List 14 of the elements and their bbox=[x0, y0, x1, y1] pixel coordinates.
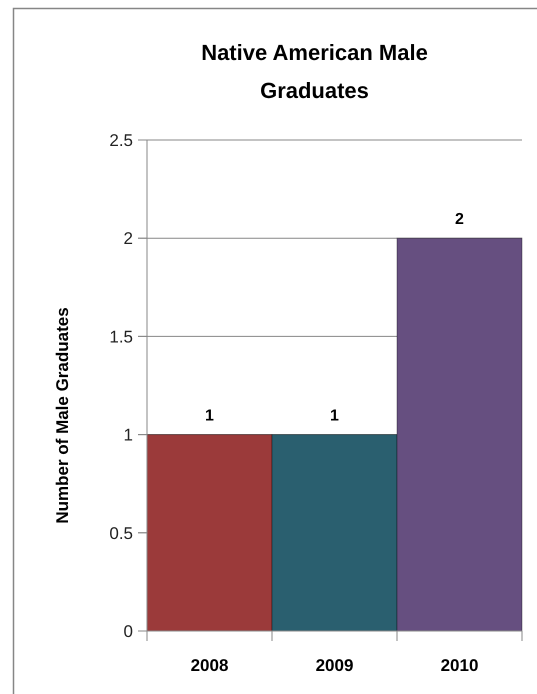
y-tick-label: 1.5 bbox=[109, 327, 133, 346]
y-tick-label: 0 bbox=[124, 622, 133, 641]
data-label: 1 bbox=[205, 408, 214, 425]
chart-title: Native American Male Graduates bbox=[201, 40, 428, 103]
data-label: 2 bbox=[455, 211, 464, 228]
data-label: 1 bbox=[330, 408, 340, 425]
y-tick-label: 1 bbox=[124, 426, 133, 445]
x-tick-label: 2009 bbox=[316, 656, 354, 675]
y-tick-label: 2 bbox=[124, 229, 133, 248]
x-tick-label: 2010 bbox=[440, 656, 478, 675]
y-axis-title: Number of Male Graduates bbox=[52, 307, 72, 524]
y-tick-label: 0.5 bbox=[109, 524, 133, 543]
x-tick-label: 2008 bbox=[190, 656, 228, 675]
y-tick-label: 2.5 bbox=[109, 130, 133, 150]
